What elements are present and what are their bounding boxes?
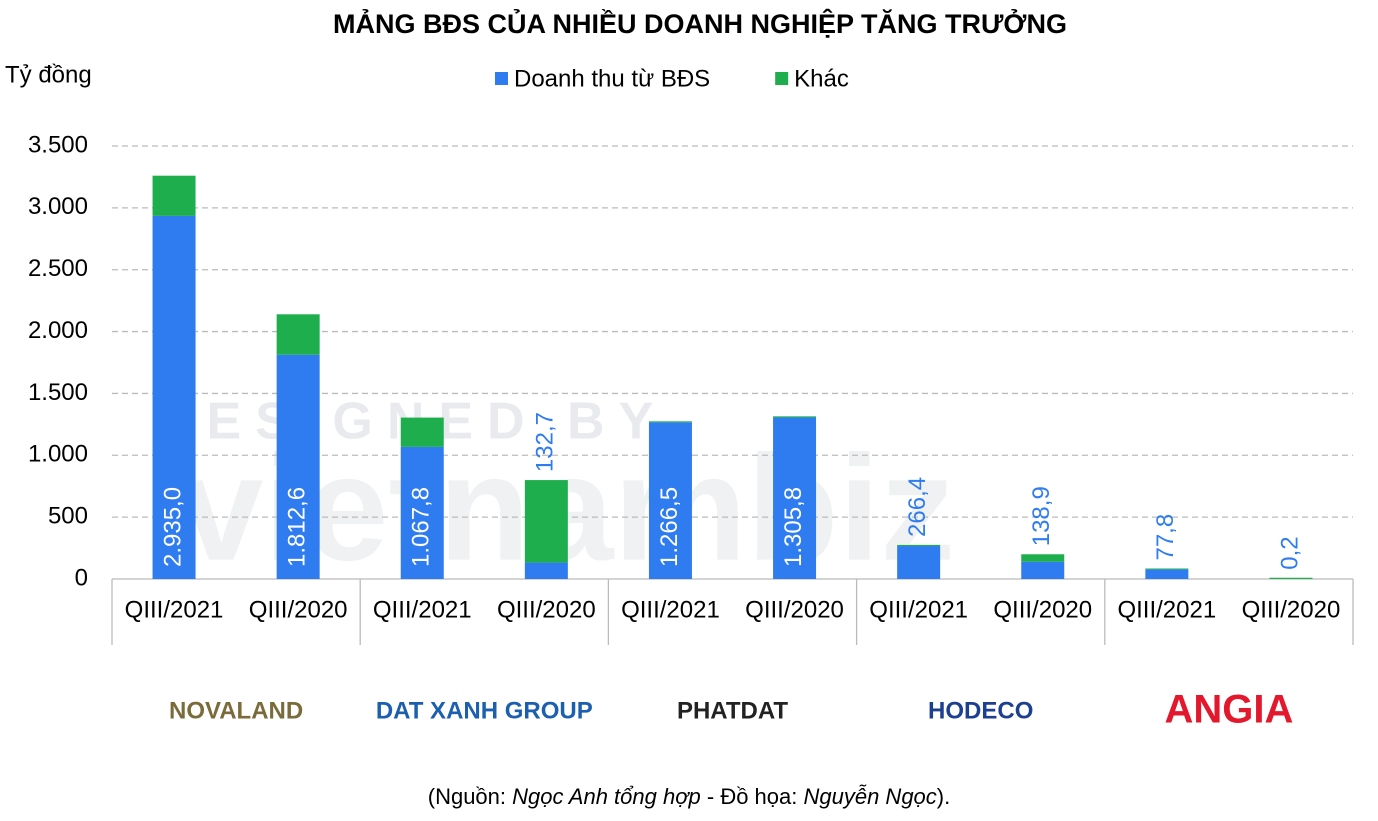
bar-segment [524, 562, 568, 579]
data-label: 1.812,6 [283, 487, 310, 567]
data-label: 2.935,0 [159, 487, 186, 567]
data-label: 266,4 [904, 477, 931, 537]
chart-title: MẢNG BĐS CỦA NHIỀU DOANH NGHIỆP TĂNG TRƯ… [333, 7, 1067, 39]
y-tick-label: 1.000 [28, 441, 88, 468]
data-label: 77,8 [1152, 514, 1179, 561]
bar-segment [773, 416, 817, 418]
x-tick-label: QIII/2020 [993, 596, 1092, 623]
group-label: ANGIA [1164, 688, 1293, 732]
bar-segment [897, 544, 941, 547]
legend-label: Khác [794, 65, 849, 92]
bar-segment [524, 480, 568, 563]
x-tick-label: QIII/2021 [125, 596, 224, 623]
y-axis-label: Tỷ đồng [5, 61, 92, 88]
source-part: ). [937, 784, 950, 809]
bar-segment [400, 417, 444, 447]
y-tick-label: 2.500 [28, 255, 88, 282]
bar-segment [276, 314, 320, 355]
group-label: PHATDAT [677, 697, 788, 724]
data-label: 1.305,8 [780, 487, 807, 567]
x-tick-label: QIII/2021 [621, 596, 720, 623]
data-label: 0,2 [1276, 536, 1303, 569]
data-label: 1.067,8 [408, 487, 435, 567]
source-part: - Đồ họa: [701, 784, 804, 809]
source-designer: Nguyễn Ngọc [803, 784, 936, 809]
source: (Nguồn: Ngọc Anh tổng hợp - Đồ họa: Nguy… [428, 784, 951, 809]
legend-swatch [495, 72, 508, 85]
source-part: (Nguồn: [428, 784, 512, 809]
x-tick-label: QIII/2020 [745, 596, 844, 623]
x-tick-label: QIII/2021 [373, 596, 472, 623]
bar-segment [1021, 561, 1065, 579]
bar-segment [648, 421, 692, 423]
legend-swatch [775, 72, 789, 85]
y-tick-label: 500 [48, 502, 88, 529]
bar-segment [152, 175, 196, 216]
bar-segment [400, 446, 444, 579]
y-tick-label: 3.000 [28, 193, 88, 220]
bar-segment [1145, 569, 1189, 579]
bar-segment [1021, 554, 1065, 562]
data-label: 1.266,5 [656, 487, 683, 567]
x-tick-label: QIII/2020 [497, 596, 596, 623]
bar-segment [1269, 577, 1313, 579]
bar-segment [152, 215, 196, 580]
x-tick-label: QIII/2021 [1117, 596, 1216, 623]
x-tick-label: QIII/2020 [249, 596, 348, 623]
y-tick-label: 1.500 [28, 379, 88, 406]
legend-label: Doanh thu từ BĐS [514, 65, 710, 92]
bar-segment [897, 546, 941, 579]
x-tick-label: QIII/2021 [869, 596, 968, 623]
data-label: 132,7 [532, 412, 559, 472]
y-tick-label: 2.000 [28, 317, 88, 344]
bar-segment [1145, 568, 1189, 570]
bar-segment [648, 422, 692, 579]
group-label: DAT XANH GROUP [376, 697, 593, 724]
y-tick-label: 3.500 [28, 131, 88, 158]
y-tick-label: 0 [75, 564, 88, 591]
data-label: 138,9 [1028, 486, 1055, 546]
bar-segment [773, 417, 817, 579]
source-author: Ngọc Anh tổng hợp [512, 784, 701, 809]
group-label: HODECO [928, 697, 1033, 724]
x-tick-label: QIII/2020 [1242, 596, 1341, 623]
group-label: NOVALAND [169, 697, 303, 724]
bar-segment [276, 354, 320, 579]
